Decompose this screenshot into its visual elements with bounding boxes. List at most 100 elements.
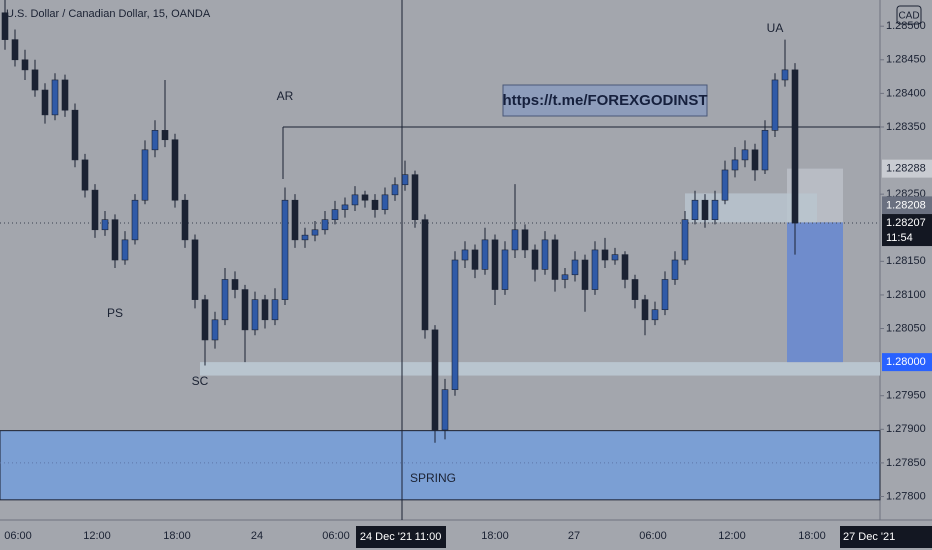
candle-body	[141, 149, 149, 201]
candle-body	[571, 259, 579, 276]
candle-body	[491, 239, 499, 290]
end-date: 27 Dec '21	[843, 531, 895, 543]
candle-body	[701, 199, 709, 220]
candle-body	[411, 174, 419, 220]
link: https://t.me/FOREXGODINST	[502, 92, 707, 109]
candle-body	[641, 299, 649, 321]
candle-body	[621, 254, 629, 280]
annotation: AR	[277, 89, 294, 103]
candle-body	[261, 299, 269, 321]
candle-body	[111, 219, 119, 261]
candle-body	[371, 199, 379, 210]
y-tick-label: 1.27950	[886, 390, 926, 402]
annotation: SPRING	[410, 471, 456, 485]
link-box	[502, 84, 708, 117]
candle-body	[131, 199, 139, 241]
candle-body	[81, 159, 89, 191]
candle-body	[241, 289, 249, 331]
time-axis: 06:00 12:00 18:00 24 06:00 24 Dec '21 11…	[4, 526, 932, 548]
candle-body	[21, 59, 29, 71]
candle-body	[381, 194, 389, 210]
x-tick-label: 18:00	[163, 530, 191, 542]
candle-body	[211, 319, 219, 341]
annotation: SC	[192, 374, 209, 388]
candle-body	[591, 249, 599, 290]
candle-body	[271, 299, 279, 321]
candle-body	[431, 329, 439, 431]
currency-box	[896, 5, 922, 25]
x-tick-label: 18:00	[481, 530, 509, 542]
candle-body	[671, 259, 679, 280]
candle-body	[511, 229, 519, 251]
candle-body	[291, 199, 299, 241]
x-tick-label: 06:00	[4, 530, 32, 542]
candle-body	[761, 130, 769, 171]
candle-body	[731, 159, 739, 171]
candle-body	[281, 199, 289, 300]
candle-body	[191, 239, 199, 300]
crosshair-time: 11:00	[415, 531, 442, 543]
y-tick-label: 1.28150	[886, 255, 926, 267]
candle-body	[691, 199, 699, 220]
candle-body	[681, 219, 689, 261]
candle-body	[791, 69, 799, 224]
candle-body	[11, 39, 19, 61]
candle-body	[581, 259, 589, 290]
x-tick-label: 12:00	[718, 530, 746, 542]
candle-body	[361, 194, 369, 201]
candles	[1, 0, 799, 443]
candle-body	[331, 209, 339, 220]
candle-body	[341, 204, 349, 210]
candle-body	[561, 274, 569, 280]
price-badge-label: 1.28207	[886, 217, 926, 229]
end-date-badge	[840, 526, 932, 548]
candle-body	[481, 239, 489, 270]
x-tick-label: 24	[251, 530, 263, 542]
candle-body	[421, 219, 429, 331]
countdown: 11:54	[886, 232, 913, 244]
candle-body	[401, 174, 409, 186]
candle-body	[451, 259, 459, 390]
support-zone	[200, 362, 880, 376]
y-tick-label: 1.28100	[886, 289, 926, 301]
candle-body	[351, 194, 359, 206]
candle-body	[71, 109, 79, 161]
y-tick-label: 1.28050	[886, 322, 926, 334]
candle-body	[541, 239, 549, 270]
candle-body	[751, 149, 759, 171]
candle-body	[721, 169, 729, 201]
y-tick-label: 1.27900	[886, 423, 926, 435]
chart-title: U.S. Dollar / Canadian Dollar, 15, OANDA	[6, 8, 211, 20]
candle-body	[171, 139, 179, 201]
price-badge-label: 1.28208	[886, 199, 926, 211]
candle-body	[61, 79, 69, 111]
y-tick-label: 1.28350	[886, 121, 926, 133]
candle-body	[781, 69, 789, 81]
annotation: PS	[107, 306, 123, 320]
x-tick-label: 12:00	[83, 530, 111, 542]
candle-body	[51, 79, 59, 116]
candle-body	[151, 130, 159, 151]
price-badge-label: 1.28288	[886, 163, 926, 175]
candle-body	[521, 229, 529, 251]
candle-body	[531, 249, 539, 270]
candle-body	[771, 79, 779, 131]
candle-body	[551, 239, 559, 280]
annotation: UA	[767, 21, 784, 35]
y-tick-label: 1.27850	[886, 457, 926, 469]
y-tick-label: 1.28450	[886, 54, 926, 66]
x-tick-label: 06:00	[322, 530, 350, 542]
candle-body	[91, 189, 99, 231]
candle-body	[101, 219, 109, 231]
candle-body	[181, 199, 189, 241]
price-badge	[882, 196, 932, 215]
x-tick-label: 06:00	[639, 530, 667, 542]
candle-body	[121, 239, 129, 261]
candle-body	[201, 299, 209, 341]
candle-body	[311, 229, 319, 236]
candle-body	[301, 234, 309, 241]
x-tick-label: 27	[568, 530, 580, 542]
price-badge	[882, 214, 932, 247]
target-zone	[787, 222, 843, 363]
candle-body	[251, 299, 259, 331]
